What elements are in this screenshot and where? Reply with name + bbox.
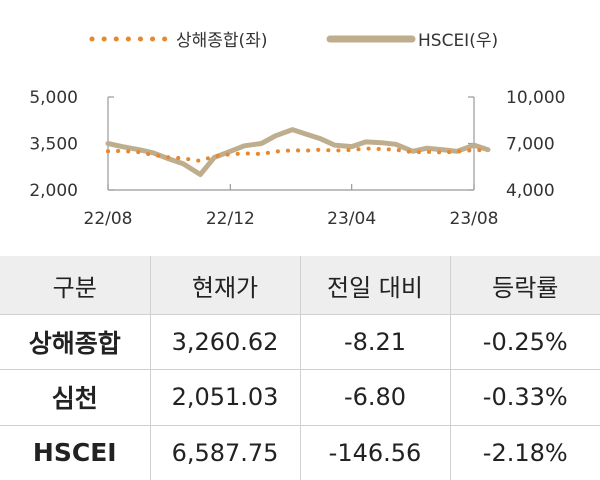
row-name: HSCEI	[0, 425, 151, 480]
change-cell: -8.21	[300, 314, 451, 371]
x-tick-label: 22/12	[206, 209, 255, 229]
change-rate-cell: -0.25%	[450, 314, 600, 371]
table-header-row: 구분 현재가 전일 대비 등락률	[0, 256, 600, 315]
left-tick-label: 5,000	[29, 88, 78, 108]
change-cell: -146.56	[300, 425, 451, 480]
line-chart: 상해종합(좌) HSCEI(우) 2,000 3,500 5,000 4,000 7,0…	[29, 31, 565, 229]
current-price-cell: 6,587.75	[150, 425, 301, 480]
right-tick-label: 7,000	[506, 135, 555, 155]
series-line-hscei	[105, 127, 491, 177]
right-tick-label: 10,000	[506, 88, 565, 108]
row-name: 심천	[0, 369, 151, 426]
header-change-rate: 등락률	[450, 256, 600, 315]
series-line-shanghai	[106, 146, 490, 163]
index-table: 구분 현재가 전일 대비 등락률 상해종합 3,260.62 -8.21 -0.…	[0, 256, 600, 480]
change-cell: -6.80	[300, 369, 451, 426]
legend-label-hscei: HSCEI(우)	[418, 31, 498, 51]
change-rate-cell: -2.18%	[482, 438, 568, 467]
table-row: HSCEI 6,587.75 -146.56 -2.18%	[0, 425, 600, 480]
left-tick-label: 2,000	[29, 181, 78, 201]
header-category: 구분	[0, 256, 151, 315]
x-tick-label: 23/08	[450, 209, 499, 229]
table-row: 상해종합 3,260.62 -8.21 -0.25%	[0, 314, 600, 371]
series-layer	[105, 127, 491, 177]
axis-ticks: 2,000 3,500 5,000 4,000 7,000 10,000 22/08 22/1…	[29, 88, 565, 229]
row-name: 상해종합	[0, 314, 151, 371]
x-tick-label: 23/04	[327, 209, 376, 229]
current-price-cell: 2,051.03	[150, 369, 301, 426]
right-tick-label: 4,000	[506, 181, 555, 201]
legend: 상해종합(좌) HSCEI(우)	[89, 31, 498, 51]
x-tick-label: 22/08	[84, 209, 133, 229]
header-change: 전일 대비	[300, 256, 451, 315]
change-rate-cell: -0.33%	[450, 369, 600, 426]
left-tick-label: 3,500	[29, 135, 78, 155]
current-price-cell: 3,260.62	[150, 314, 301, 371]
legend-label-shanghai: 상해종합(좌)	[176, 31, 267, 51]
table-row: 심천 2,051.03 -6.80 -0.33%	[0, 369, 600, 426]
header-current-price: 현재가	[150, 256, 301, 315]
